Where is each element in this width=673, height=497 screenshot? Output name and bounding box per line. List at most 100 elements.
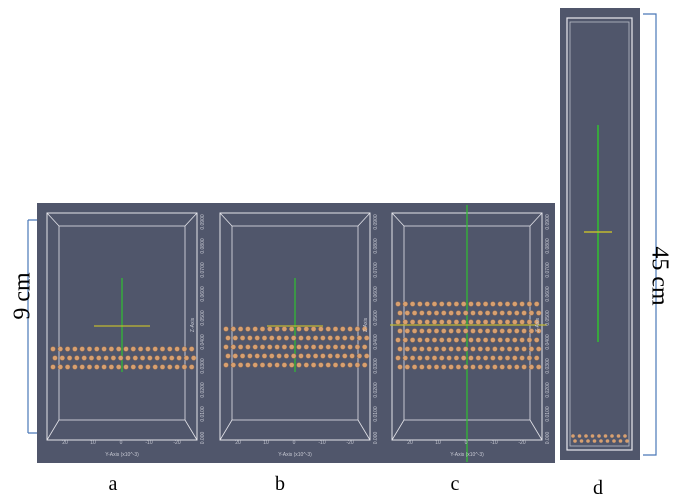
z-tick-label: 0.0400 (545, 334, 551, 350)
particle (109, 347, 114, 352)
particle (412, 365, 417, 370)
particle (434, 365, 439, 370)
x-tick-label: 10 (435, 440, 441, 446)
panel-label: b (275, 473, 285, 495)
particle (282, 363, 287, 368)
particle (434, 329, 439, 334)
particle (439, 302, 444, 307)
particle (321, 354, 326, 359)
z-tick-label: 0.0700 (545, 262, 551, 278)
particle (534, 338, 539, 343)
particle (619, 439, 623, 443)
particle (326, 327, 331, 332)
particle (512, 302, 517, 307)
particle (175, 365, 180, 370)
particle (432, 338, 437, 343)
particle (289, 363, 294, 368)
particle (284, 354, 289, 359)
particle (447, 356, 452, 361)
z-tick-label: 0.0300 (200, 358, 206, 374)
particle (469, 302, 474, 307)
particle (87, 347, 92, 352)
particle (434, 347, 439, 352)
scale-label: 9 cm (10, 272, 36, 320)
x-tick-label: -10 (145, 440, 152, 446)
particle (449, 329, 454, 334)
z-tick-label: 0.0400 (200, 334, 206, 350)
particle (441, 329, 446, 334)
particle (410, 320, 415, 325)
particle (449, 347, 454, 352)
particle (529, 365, 534, 370)
particle (240, 354, 245, 359)
particle (461, 320, 466, 325)
particle (291, 354, 296, 359)
particle (478, 365, 483, 370)
particle (578, 434, 582, 438)
particle (304, 327, 309, 332)
z-tick-label: 0.0700 (200, 262, 206, 278)
particle (396, 320, 401, 325)
particle (469, 356, 474, 361)
particle (326, 345, 331, 350)
particle (340, 327, 345, 332)
particle (102, 365, 107, 370)
particle (461, 356, 466, 361)
particle (335, 336, 340, 341)
panel-label: d (593, 477, 603, 497)
particle (311, 363, 316, 368)
particle (405, 347, 410, 352)
particle (485, 329, 490, 334)
particle (447, 302, 452, 307)
particle (439, 356, 444, 361)
particle (124, 365, 129, 370)
particle (177, 356, 182, 361)
particle (253, 345, 258, 350)
z-tick-label: 0.0100 (373, 406, 379, 422)
particle (418, 338, 423, 343)
particle (418, 356, 423, 361)
particle (439, 320, 444, 325)
particle (461, 302, 466, 307)
particle (267, 327, 272, 332)
particle (420, 329, 425, 334)
particle (420, 365, 425, 370)
particle (520, 356, 525, 361)
particle (189, 365, 194, 370)
particle (80, 365, 85, 370)
particle (299, 354, 304, 359)
particle (138, 365, 143, 370)
particle (231, 327, 236, 332)
particle (483, 320, 488, 325)
particle (60, 356, 65, 361)
particle (398, 365, 403, 370)
particle (87, 365, 92, 370)
particle (248, 354, 253, 359)
particle (403, 338, 408, 343)
particle (512, 356, 517, 361)
particle (238, 327, 243, 332)
particle (527, 356, 532, 361)
particle (498, 302, 503, 307)
particle (527, 338, 532, 343)
particle (255, 354, 260, 359)
particle (342, 336, 347, 341)
z-tick-label: 0.0500 (373, 310, 379, 326)
particle (434, 311, 439, 316)
particle (493, 329, 498, 334)
particle (483, 356, 488, 361)
particle (321, 336, 326, 341)
particle (476, 356, 481, 361)
particle (625, 439, 629, 443)
particle (403, 302, 408, 307)
particle (248, 336, 253, 341)
particle (319, 327, 324, 332)
particle (282, 327, 287, 332)
particle (269, 336, 274, 341)
particle (162, 356, 167, 361)
x-tick-label: 10 (263, 440, 269, 446)
particle (418, 320, 423, 325)
particle (80, 347, 85, 352)
particle (153, 347, 158, 352)
particle (432, 320, 437, 325)
